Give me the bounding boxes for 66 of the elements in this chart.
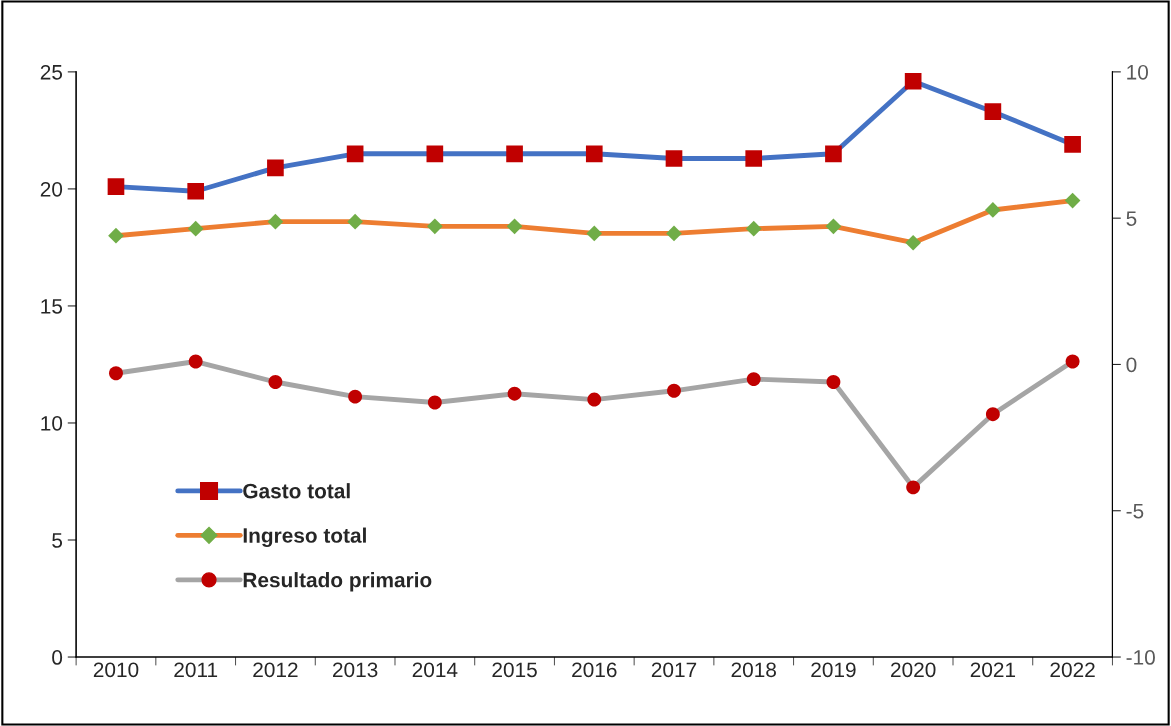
point bbox=[666, 225, 682, 242]
point bbox=[825, 145, 842, 163]
point bbox=[347, 213, 363, 230]
point bbox=[665, 150, 683, 167]
point bbox=[348, 389, 363, 404]
point bbox=[188, 354, 203, 369]
point bbox=[745, 150, 763, 167]
point bbox=[187, 182, 205, 200]
legend-label: Ingreso total bbox=[243, 527, 366, 548]
point bbox=[187, 220, 204, 237]
point bbox=[506, 145, 523, 163]
point bbox=[746, 372, 761, 387]
y-tick-label: 25 bbox=[40, 64, 63, 80]
y2-tick-label: 5 bbox=[1126, 211, 1137, 226]
point bbox=[1065, 354, 1080, 369]
y-tick-label: 10 bbox=[41, 415, 63, 431]
y-tick-label: 20 bbox=[40, 181, 63, 197]
point bbox=[906, 480, 921, 495]
x-tick-label: 2011 bbox=[174, 662, 218, 678]
y-tick-label: 0 bbox=[52, 650, 63, 665]
x-tick-label: 2018 bbox=[731, 662, 776, 678]
y2-tick-label: -5 bbox=[1126, 503, 1144, 519]
point bbox=[905, 234, 922, 251]
x-tick-label: 2012 bbox=[253, 662, 298, 678]
point bbox=[904, 72, 922, 90]
point bbox=[426, 145, 444, 163]
point bbox=[985, 202, 1001, 218]
x-tick-label: 2015 bbox=[492, 662, 537, 678]
point bbox=[587, 392, 602, 407]
point bbox=[667, 383, 681, 398]
x-tick-label: 2020 bbox=[891, 662, 936, 678]
point bbox=[586, 225, 603, 242]
point bbox=[1064, 192, 1081, 209]
point bbox=[346, 145, 364, 163]
point bbox=[825, 218, 842, 235]
point bbox=[107, 178, 125, 195]
point bbox=[1064, 136, 1081, 153]
x-tick-label: 2017 bbox=[651, 662, 697, 678]
x-tick-label: 2013 bbox=[333, 662, 378, 678]
x-tick-label: 2016 bbox=[572, 662, 617, 678]
point bbox=[745, 220, 762, 237]
y-tick-label: 5 bbox=[52, 533, 63, 548]
legend-label: Resultado primario bbox=[243, 572, 432, 592]
point bbox=[826, 375, 841, 389]
legend-label: Gasto total bbox=[243, 483, 350, 499]
x-tick-label: 2014 bbox=[412, 662, 458, 678]
point bbox=[109, 366, 123, 381]
point bbox=[985, 407, 1000, 422]
y2-tick-label: -10 bbox=[1126, 650, 1155, 665]
point bbox=[585, 145, 603, 163]
y2-tick-label: 10 bbox=[1127, 64, 1148, 80]
point bbox=[267, 213, 284, 230]
point bbox=[984, 103, 1002, 120]
point bbox=[426, 218, 443, 235]
point bbox=[506, 218, 523, 235]
x-tick-label: 2021 bbox=[970, 662, 1016, 678]
x-tick-label: 2010 bbox=[93, 662, 139, 678]
point bbox=[507, 386, 522, 401]
point bbox=[267, 159, 284, 177]
x-tick-label: 2022 bbox=[1050, 662, 1095, 678]
point bbox=[108, 227, 124, 244]
x-tick-label: 2019 bbox=[811, 662, 856, 678]
y2-tick-label: 0 bbox=[1126, 357, 1137, 373]
y-tick-label: 15 bbox=[41, 299, 63, 314]
point bbox=[427, 395, 442, 410]
point bbox=[268, 375, 283, 389]
